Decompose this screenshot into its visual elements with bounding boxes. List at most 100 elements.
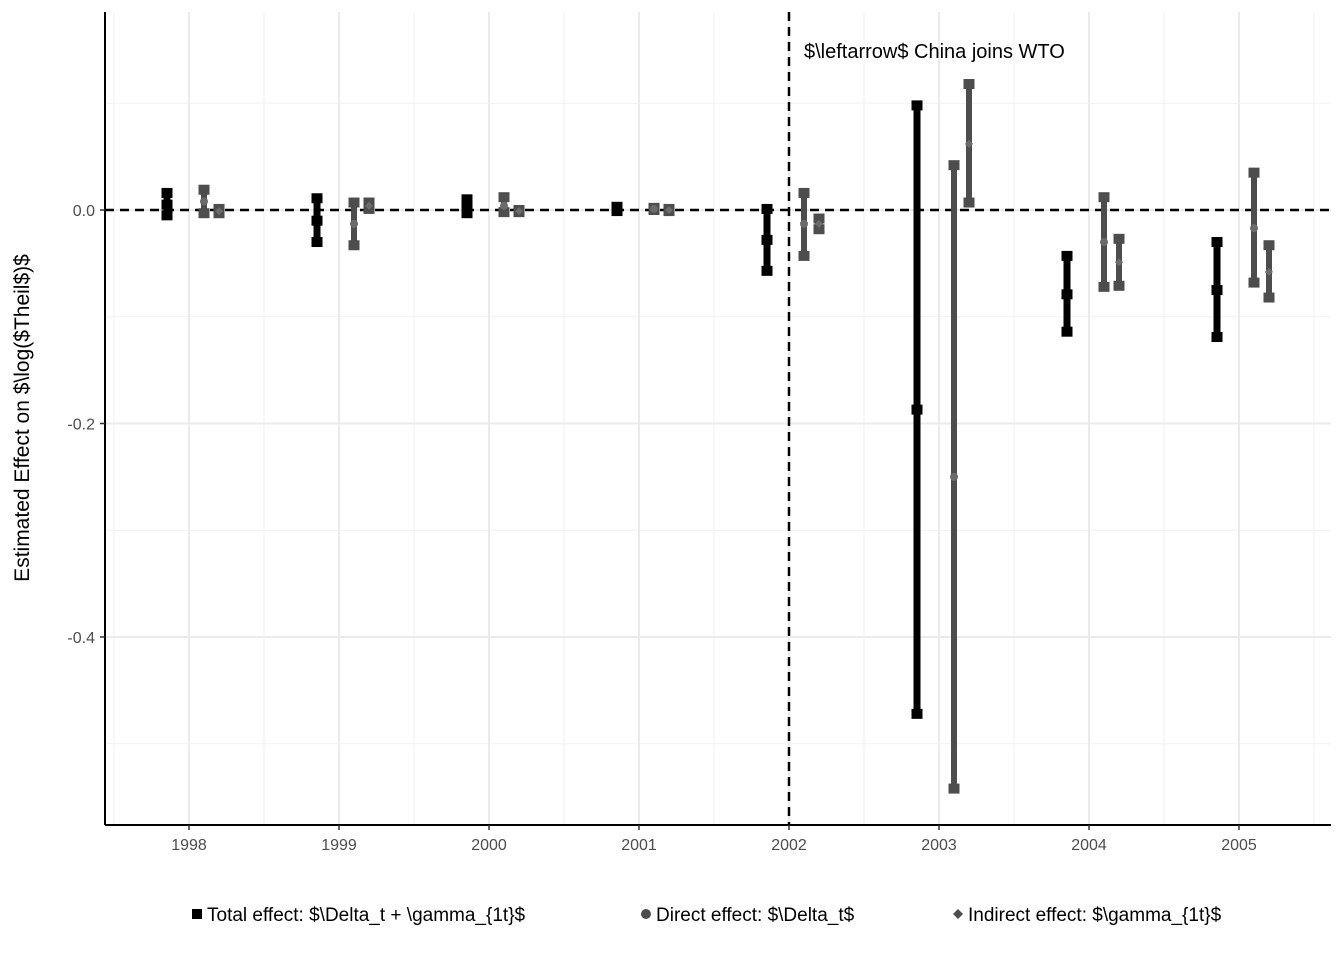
estimate-diamond bbox=[1115, 258, 1123, 267]
errorbar-cap-high bbox=[761, 203, 773, 214]
errorbar-cap-low bbox=[311, 237, 323, 248]
errorbar-circle-2000 bbox=[498, 192, 510, 218]
errorbar-cap-high bbox=[948, 160, 960, 171]
error-bars bbox=[161, 79, 1275, 794]
errorbar-cap-low bbox=[348, 240, 360, 251]
errorbar-cap-high bbox=[498, 192, 510, 203]
estimate-square bbox=[611, 203, 623, 214]
x-tick-label: 2004 bbox=[1071, 837, 1107, 854]
estimate-diamond bbox=[815, 219, 823, 228]
legend-label: Indirect effect: $\gamma_{1t}$ bbox=[968, 905, 1222, 926]
errorbar-cap-low bbox=[761, 265, 773, 276]
errorbar-cap-low bbox=[498, 207, 510, 218]
errorbar-circle-2004 bbox=[1098, 192, 1110, 292]
wto-annotation: $\leftarrow$ China joins WTO bbox=[804, 41, 1065, 63]
y-axis-title: Estimated Effect on $\log($Theil$)$ bbox=[11, 254, 34, 582]
errorbar-cap-low bbox=[813, 224, 825, 235]
errorbar-circle-1999 bbox=[348, 197, 360, 251]
legend-label: Direct effect: $\Delta_t$ bbox=[656, 905, 855, 926]
y-tick-label: -0.4 bbox=[67, 630, 95, 647]
reference-lines bbox=[105, 12, 1331, 825]
errorbar-square-2004 bbox=[1061, 250, 1073, 337]
errorbar-cap-high bbox=[311, 193, 323, 204]
errorbar-square-2001 bbox=[611, 201, 623, 217]
errorbar-square-2000 bbox=[461, 194, 473, 219]
errorbar-cap-low bbox=[911, 708, 923, 719]
errorbar-circle-1998 bbox=[198, 184, 210, 219]
estimate-diamond bbox=[365, 201, 373, 210]
estimate-circle bbox=[1250, 224, 1258, 233]
errorbar-cap-high bbox=[348, 197, 360, 208]
estimate-circle bbox=[650, 204, 658, 213]
errorbar-cap-low bbox=[798, 250, 810, 261]
errorbar-cap-low bbox=[1061, 326, 1073, 337]
estimate-circle bbox=[800, 219, 808, 228]
errorbar-cap-low bbox=[1098, 281, 1110, 292]
errorbar-diamond-1998 bbox=[213, 203, 225, 219]
axes bbox=[104, 12, 1331, 826]
estimate-diamond bbox=[1265, 267, 1273, 276]
errorbar-cap-low bbox=[1263, 292, 1275, 303]
estimate-square bbox=[461, 201, 473, 212]
errorbar-cap-low bbox=[963, 197, 975, 208]
errorbar-square-2002 bbox=[761, 203, 773, 276]
legend-diamond-icon bbox=[953, 909, 963, 919]
x-tick-label: 1998 bbox=[171, 837, 207, 854]
legend-circle-icon bbox=[641, 909, 651, 919]
estimate-diamond bbox=[665, 206, 673, 214]
errorbar-cap-high bbox=[1113, 233, 1125, 244]
estimate-circle bbox=[500, 201, 508, 210]
estimate-diamond bbox=[515, 207, 523, 216]
errorbar-cap-low bbox=[948, 783, 960, 794]
estimate-square bbox=[311, 215, 323, 226]
legend-label: Total effect: $\Delta_t + \gamma_{1t}$ bbox=[207, 905, 526, 926]
y-tick-label: -0.2 bbox=[67, 417, 95, 434]
errorbar-cap-high bbox=[1211, 237, 1223, 248]
x-tick-label: 2000 bbox=[471, 837, 507, 854]
estimate-square bbox=[911, 404, 923, 415]
errorbar-circle-2003 bbox=[948, 160, 960, 794]
legend-item-circle: Direct effect: $\Delta_t$ bbox=[641, 905, 855, 926]
legend-square-icon bbox=[192, 909, 202, 919]
estimate-diamond bbox=[215, 207, 223, 216]
errorbar-square-2003 bbox=[911, 100, 923, 719]
estimate-circle bbox=[350, 219, 358, 228]
minor-x-gridlines bbox=[113, 12, 1315, 825]
errorbar-diamond-2005 bbox=[1263, 240, 1275, 303]
estimate-square bbox=[1061, 289, 1073, 300]
errorbar-cap-high bbox=[1098, 192, 1110, 203]
x-tick-label: 2001 bbox=[621, 837, 657, 854]
estimate-square bbox=[761, 234, 773, 245]
errorbar-cap-high bbox=[1248, 167, 1260, 178]
errorbar-diamond-2004 bbox=[1113, 233, 1125, 291]
errorbar-diamond-1999 bbox=[363, 197, 375, 214]
errorbar-square-2005 bbox=[1211, 237, 1223, 343]
errorbar-cap-high bbox=[161, 187, 173, 198]
estimate-square bbox=[1211, 285, 1223, 296]
minor-y-gridlines bbox=[105, 102, 1331, 745]
errorbar-cap-high bbox=[461, 194, 473, 205]
errorbar-cap-low bbox=[198, 208, 210, 219]
errorbar-cap-high bbox=[1061, 250, 1073, 261]
major-y-gridlines bbox=[105, 209, 1331, 638]
errorbar-cap-high bbox=[963, 79, 975, 90]
errorbar-cap-low bbox=[161, 210, 173, 221]
errorbar-diamond-2000 bbox=[513, 205, 525, 218]
errorbar-square-1998 bbox=[161, 187, 173, 221]
estimate-square bbox=[161, 199, 173, 210]
legend-item-diamond: Indirect effect: $\gamma_{1t}$ bbox=[953, 905, 1222, 926]
errorbar-square-1999 bbox=[311, 193, 323, 248]
x-tick-label: 2002 bbox=[771, 837, 807, 854]
x-axis-ticks: 1998 1999 2000 2001 2002 2003 2004 2005 bbox=[171, 825, 1257, 854]
errorbar-cap-high bbox=[911, 100, 923, 111]
legend: Total effect: $\Delta_t + \gamma_{1t}$ Di… bbox=[192, 905, 1222, 926]
errorbar-circle-2001 bbox=[648, 202, 660, 215]
errorbar-diamond-2002 bbox=[813, 213, 825, 235]
errorbar-circle-2005 bbox=[1248, 167, 1260, 288]
errorbar-circle-2002 bbox=[798, 187, 810, 261]
errorbar-cap-low bbox=[461, 208, 473, 219]
errorbar-cap-low bbox=[1113, 280, 1125, 291]
errorbar-diamond-2003 bbox=[963, 79, 975, 208]
errorbar-cap-low bbox=[1248, 277, 1260, 288]
